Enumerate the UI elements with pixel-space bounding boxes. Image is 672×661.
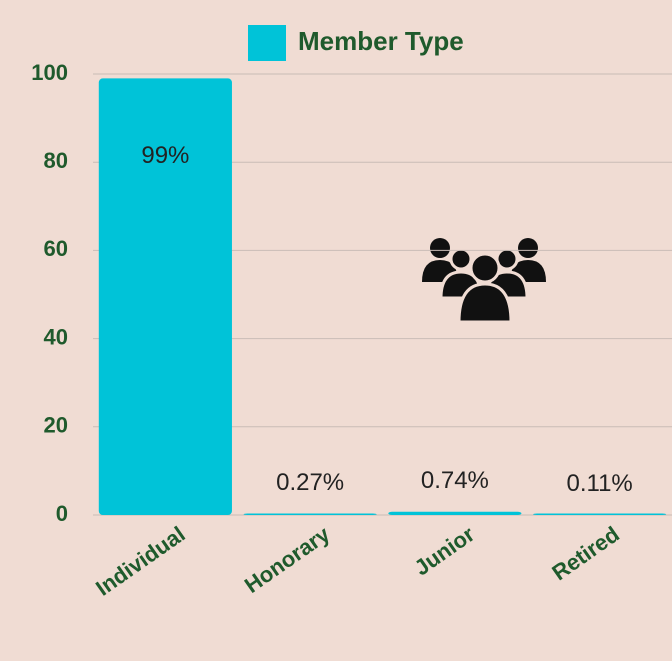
- value-label: 0.74%: [421, 467, 489, 494]
- people-icon: [422, 238, 546, 324]
- legend-swatch: [248, 25, 286, 61]
- bar: [388, 511, 522, 515]
- y-tick-label: 60: [44, 236, 68, 261]
- legend-label: Member Type: [298, 26, 464, 56]
- value-label: 0.11%: [566, 470, 632, 497]
- y-tick-label: 20: [44, 413, 68, 438]
- value-label: 99%: [141, 142, 189, 169]
- y-tick-label: 0: [56, 501, 68, 526]
- bar: [98, 78, 232, 515]
- y-tick-label: 80: [44, 148, 68, 173]
- bar: [243, 513, 377, 515]
- y-tick-label: 100: [31, 60, 68, 85]
- y-tick-label: 40: [44, 324, 68, 349]
- bar: [533, 513, 667, 515]
- value-label: 0.27%: [276, 469, 344, 496]
